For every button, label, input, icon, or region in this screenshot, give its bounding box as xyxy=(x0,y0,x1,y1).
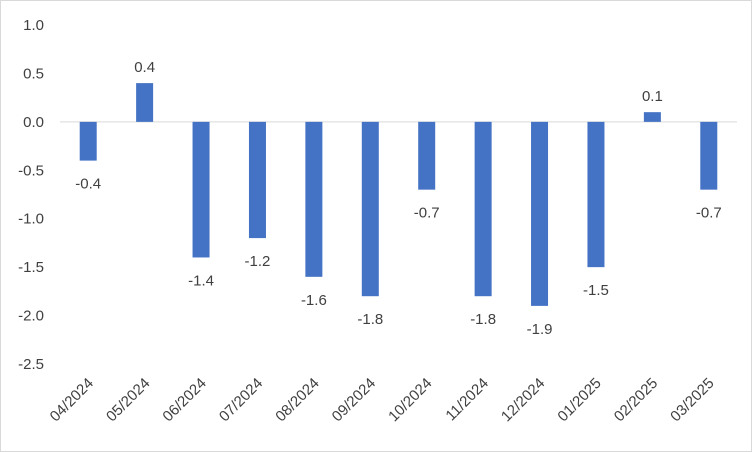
y-tick-label: -0.5 xyxy=(18,162,44,179)
bar xyxy=(248,121,266,239)
y-tick-label: 0.5 xyxy=(23,65,44,82)
y-tick-label: 0.0 xyxy=(23,114,44,131)
x-tick-label: 10/2024 xyxy=(385,375,435,425)
data-label: -1.8 xyxy=(470,311,496,328)
x-tick-label: 06/2024 xyxy=(159,375,209,425)
bar xyxy=(361,121,379,297)
bar xyxy=(79,121,97,161)
x-tick-label: 02/2025 xyxy=(611,375,661,425)
y-tick-label: -2.5 xyxy=(18,356,44,373)
x-tick-label: 08/2024 xyxy=(272,375,322,425)
bar xyxy=(192,121,210,258)
data-label: -1.2 xyxy=(245,253,271,270)
bar xyxy=(305,121,323,277)
y-tick-label: -2.0 xyxy=(18,308,44,325)
data-label: -0.4 xyxy=(75,176,101,193)
bar xyxy=(587,121,605,268)
x-tick-label: 04/2024 xyxy=(47,375,97,425)
data-label: 0.4 xyxy=(134,59,155,76)
data-label: 0.1 xyxy=(642,88,663,105)
bar xyxy=(418,121,436,190)
data-label: -0.7 xyxy=(414,205,440,222)
x-tick-label: 12/2024 xyxy=(498,375,548,425)
bar xyxy=(700,121,718,190)
x-tick-label: 07/2024 xyxy=(216,375,266,425)
x-tick-label: 11/2024 xyxy=(442,375,492,425)
data-label: -1.8 xyxy=(357,311,383,328)
data-label: -1.4 xyxy=(188,272,214,289)
bar xyxy=(474,121,492,297)
x-tick-label: 09/2024 xyxy=(329,375,379,425)
y-tick-label: -1.5 xyxy=(18,259,44,276)
data-label: -0.7 xyxy=(696,205,722,222)
x-tick-label: 05/2024 xyxy=(103,375,153,425)
data-label: -1.6 xyxy=(301,292,327,309)
bar xyxy=(643,112,661,122)
x-tick-label: 03/2025 xyxy=(667,375,717,425)
x-tick-label: 01/2025 xyxy=(554,375,604,425)
y-tick-label: -1.0 xyxy=(18,211,44,228)
bar xyxy=(136,83,154,122)
y-tick-label: 1.0 xyxy=(23,17,44,34)
data-label: -1.5 xyxy=(583,282,609,299)
data-label: -1.9 xyxy=(527,321,553,338)
bar xyxy=(531,121,549,306)
